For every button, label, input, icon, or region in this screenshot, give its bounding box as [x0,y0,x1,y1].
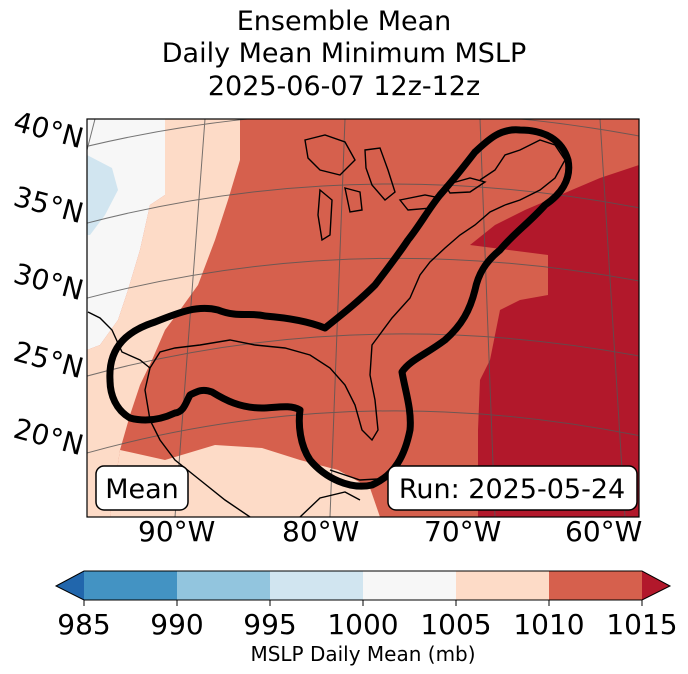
colorbar-tick-1015: 1015 [606,608,677,641]
mean-box: Mean [95,465,189,511]
colorbar-band-990-995 [177,571,270,600]
lat-label-25: 25°N [10,335,87,385]
colorbar-band-1000-1005 [363,571,456,600]
region-contour [106,126,573,490]
graticule [87,119,639,517]
map-frame [86,118,640,518]
colorbar-extend-over [642,571,670,600]
lon-label-60w: 60°W [565,515,642,548]
colorbar-tick-1010: 1010 [513,608,584,641]
lat-label-35: 35°N [10,180,87,230]
colorbar-band-1005-1010 [456,571,549,600]
colorbar-tick-990: 990 [150,608,203,641]
mean-box-text: Mean [105,474,179,505]
title-line-2: Daily Mean Minimum MSLP [161,38,527,69]
lat-label-30: 30°N [10,257,87,307]
run-box: Run: 2025-05-24 [387,465,638,511]
colorbar-tick-995: 995 [243,608,296,641]
coastlines [87,134,566,517]
colorbar-band-995-1000 [270,571,363,600]
latitude-labels: 40°N 35°N 30°N 25°N 20°N [10,105,87,462]
field-995-1000 [87,155,118,235]
title-line-1: Ensemble Mean [236,6,452,37]
colorbar-band-1010-1015 [549,571,642,600]
title-line-3: 2025-06-07 12z-12z [207,71,481,102]
colorbar-tick-985: 985 [57,608,110,641]
colorbar-extend-under [56,571,84,600]
field-over-1015 [470,165,639,517]
lon-label-70w: 70°W [424,515,501,548]
colorbar: 985 990 995 1000 1005 1010 1015 MSLP Daily Mea… [54,570,678,666]
run-box-text: Run: 2025-05-24 [399,474,625,505]
colorbar-tick-1005: 1005 [420,608,491,641]
lon-label-90w: 90°W [138,515,215,548]
colorbar-tick-1000: 1000 [327,608,398,641]
lat-label-40: 40°N [10,105,87,155]
lon-label-80w: 80°W [282,515,359,548]
colorbar-label: MSLP Daily Mean (mb) [250,642,475,666]
lat-label-20: 20°N [10,412,87,462]
longitude-labels: 90°W 80°W 70°W 60°W [138,515,642,548]
colorbar-band-985-990 [84,571,177,600]
